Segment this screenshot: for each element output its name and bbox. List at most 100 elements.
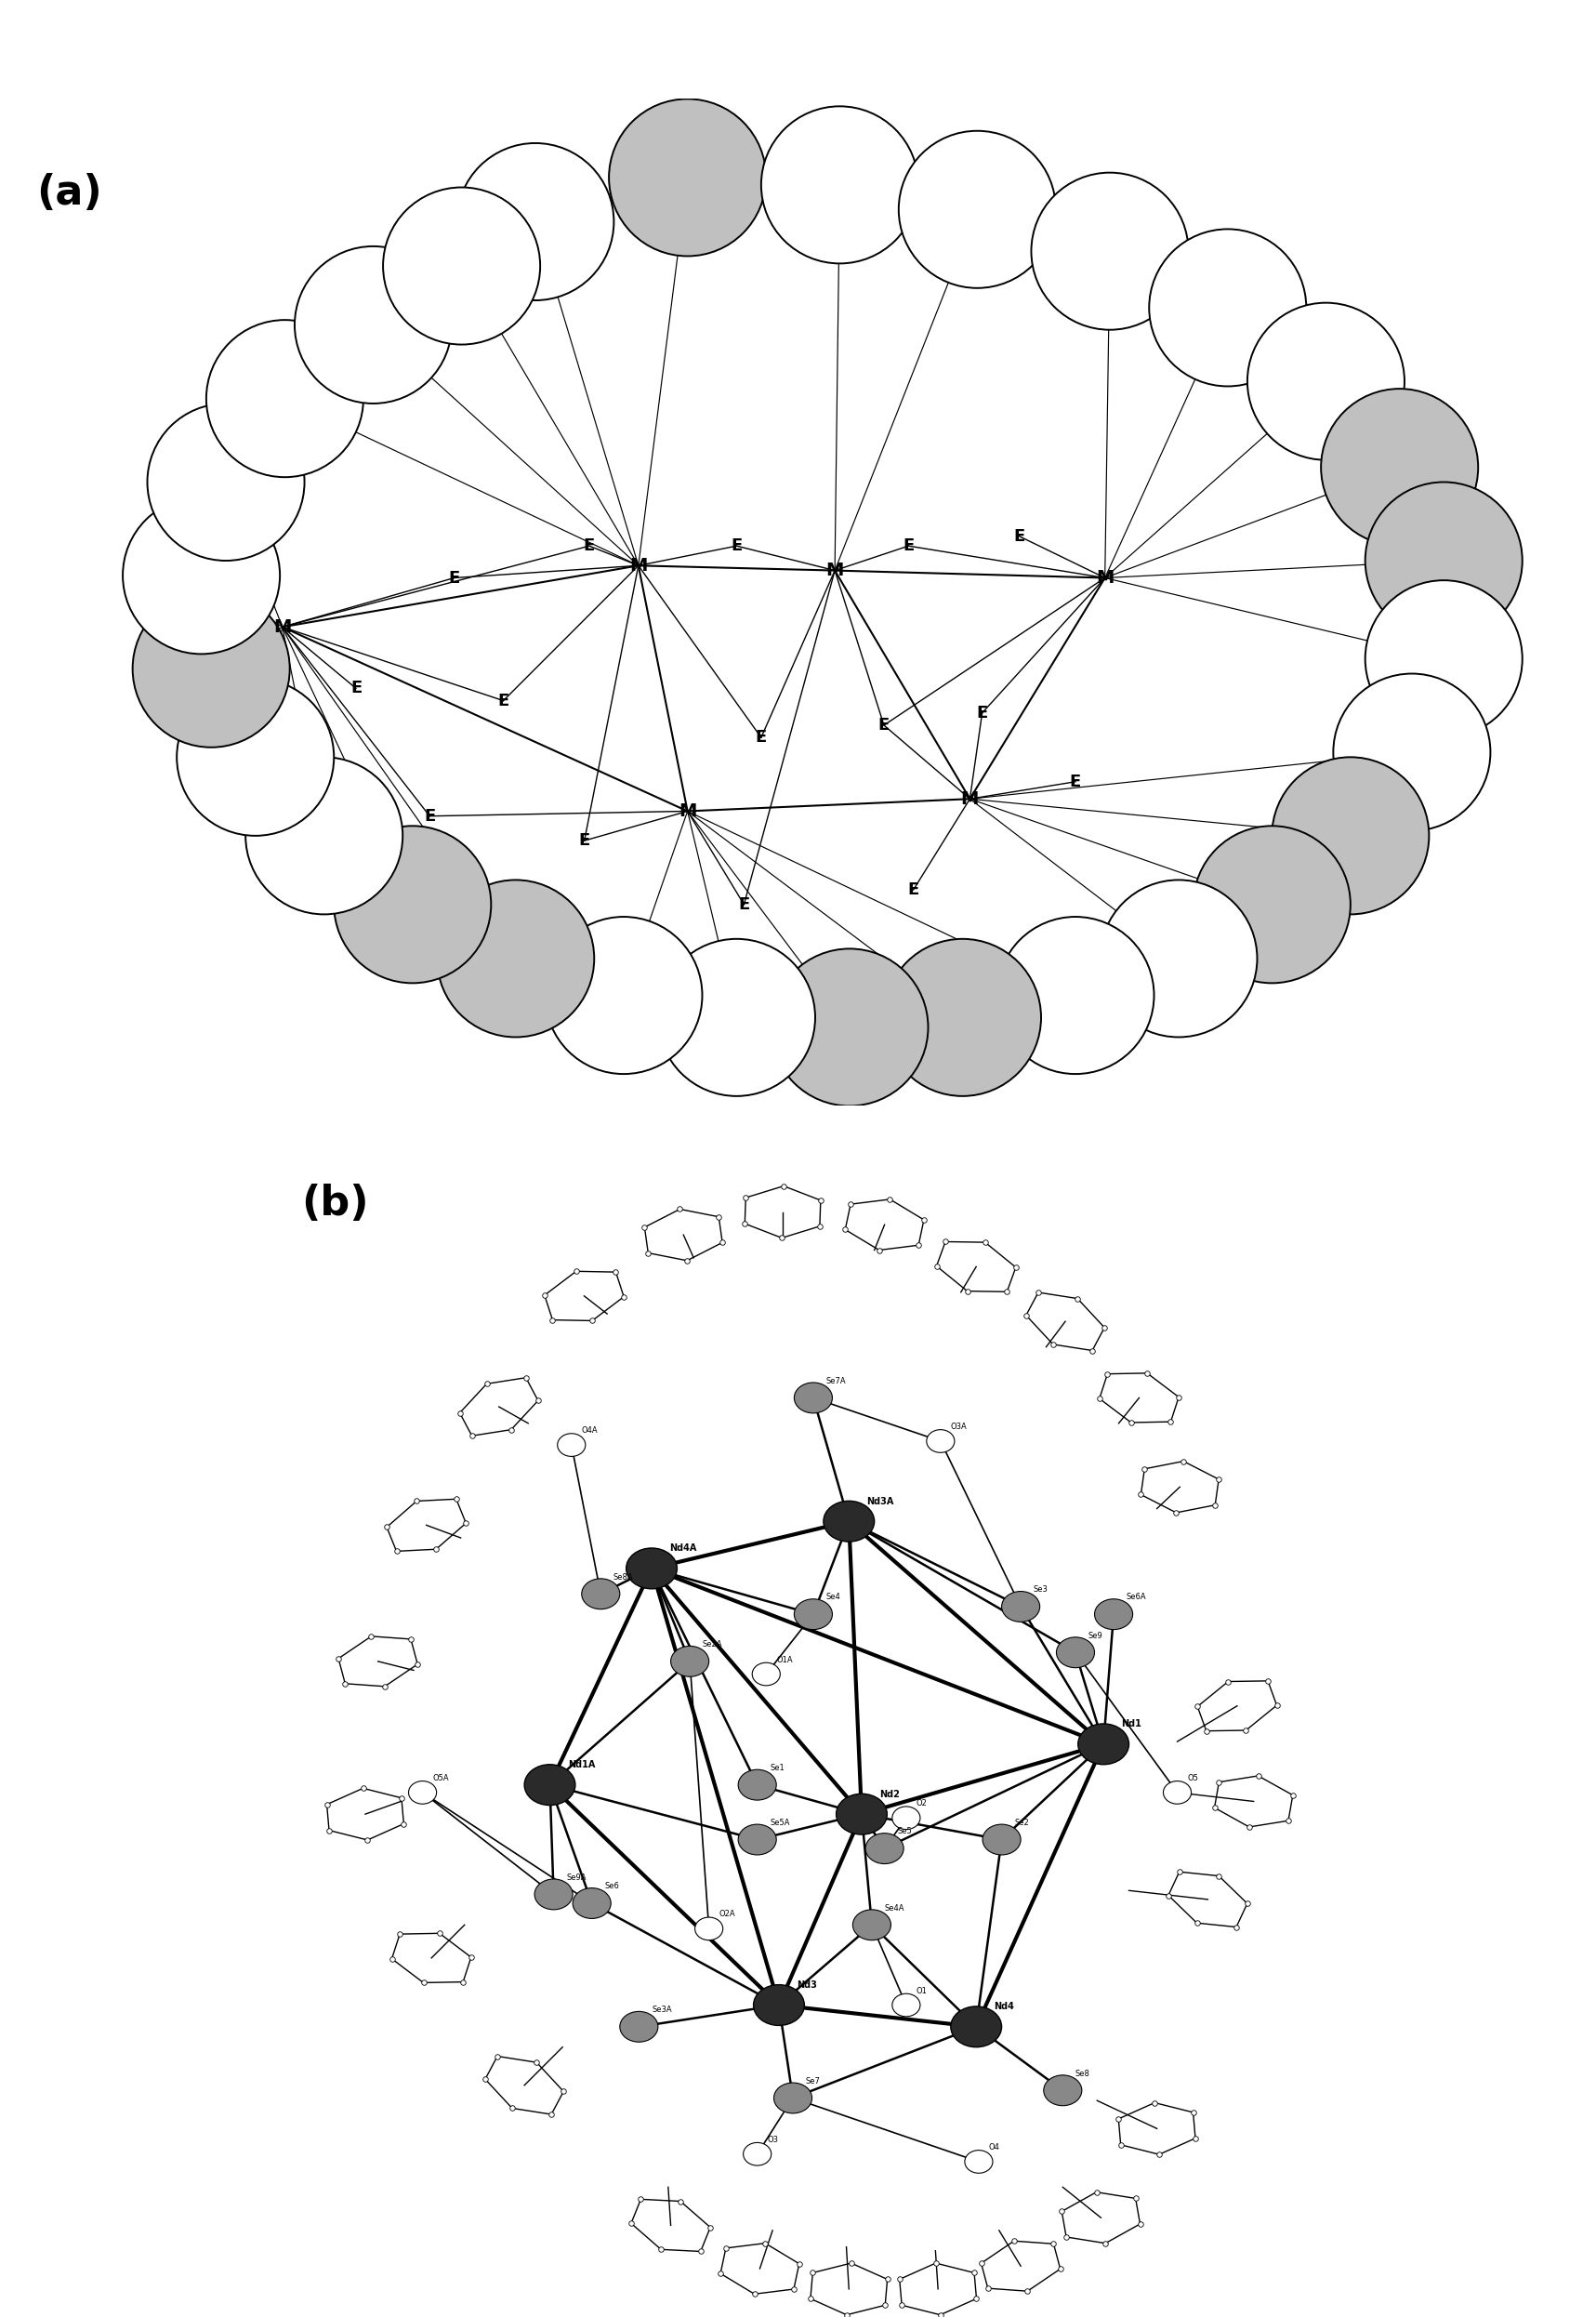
Text: Se2A: Se2A: [702, 1640, 723, 1650]
Text: E: E: [903, 538, 915, 554]
Text: O5A: O5A: [433, 1775, 448, 1782]
Text: Nd3: Nd3: [796, 1981, 817, 1990]
Ellipse shape: [1163, 1782, 1191, 1805]
Circle shape: [177, 679, 334, 836]
Ellipse shape: [1077, 1724, 1128, 1766]
Text: Se6A: Se6A: [1127, 1594, 1146, 1601]
Text: Se2: Se2: [1015, 1819, 1029, 1826]
Text: O4: O4: [990, 2143, 1001, 2152]
Ellipse shape: [1095, 1599, 1133, 1629]
Circle shape: [1272, 758, 1428, 915]
Text: O3: O3: [768, 2136, 779, 2143]
Ellipse shape: [525, 1766, 575, 1805]
Circle shape: [610, 100, 766, 257]
Circle shape: [1248, 304, 1404, 461]
Text: E: E: [878, 716, 889, 734]
Text: Nd1: Nd1: [1122, 1719, 1141, 1728]
Text: E: E: [755, 730, 766, 746]
Circle shape: [1321, 389, 1478, 547]
Circle shape: [437, 880, 594, 1038]
Ellipse shape: [670, 1645, 709, 1678]
Ellipse shape: [409, 1782, 437, 1805]
Text: M: M: [678, 802, 696, 820]
Ellipse shape: [1002, 1592, 1041, 1622]
Text: M: M: [1096, 570, 1114, 586]
Text: Nd2: Nd2: [879, 1789, 900, 1798]
Text: (a): (a): [37, 171, 102, 213]
Text: Nd1A: Nd1A: [568, 1761, 595, 1770]
Text: E: E: [425, 809, 436, 825]
Text: Se4: Se4: [827, 1594, 841, 1601]
Ellipse shape: [951, 2007, 1002, 2048]
Ellipse shape: [1044, 2076, 1082, 2106]
Text: M: M: [273, 619, 292, 635]
Circle shape: [658, 938, 816, 1096]
Text: E: E: [584, 538, 595, 554]
Text: Se8A: Se8A: [613, 1573, 634, 1580]
Ellipse shape: [535, 1879, 573, 1909]
Ellipse shape: [774, 2083, 812, 2113]
Text: Se9: Se9: [1088, 1631, 1103, 1640]
Text: E: E: [351, 679, 362, 697]
Text: Se6: Se6: [605, 1881, 619, 1891]
Text: O3A: O3A: [951, 1423, 967, 1432]
Text: Se3: Se3: [1034, 1585, 1049, 1594]
Text: Se1: Se1: [769, 1763, 785, 1773]
Ellipse shape: [865, 1833, 903, 1863]
Text: E: E: [498, 693, 509, 709]
Text: O2: O2: [916, 1800, 927, 1807]
Ellipse shape: [964, 2150, 993, 2173]
Ellipse shape: [795, 1383, 833, 1413]
Text: Nd4A: Nd4A: [669, 1543, 697, 1552]
Text: Se5A: Se5A: [769, 1819, 790, 1826]
Circle shape: [334, 825, 492, 982]
Text: E: E: [579, 832, 591, 848]
Circle shape: [383, 188, 539, 345]
Ellipse shape: [694, 1916, 723, 1939]
Circle shape: [1365, 579, 1523, 737]
Text: Se5: Se5: [897, 1828, 911, 1835]
Text: M: M: [629, 556, 648, 575]
Text: E: E: [739, 897, 750, 913]
Text: E: E: [731, 538, 742, 554]
Circle shape: [123, 496, 279, 653]
Ellipse shape: [1057, 1638, 1095, 1668]
Ellipse shape: [892, 1993, 921, 2016]
Ellipse shape: [983, 1823, 1021, 1856]
Circle shape: [295, 246, 452, 403]
Ellipse shape: [752, 1664, 780, 1684]
Ellipse shape: [753, 1986, 804, 2025]
Ellipse shape: [557, 1434, 586, 1457]
Text: Se8: Se8: [1076, 2069, 1090, 2078]
Circle shape: [884, 938, 1041, 1096]
Circle shape: [1365, 482, 1523, 639]
Text: O4A: O4A: [581, 1427, 598, 1434]
Text: E: E: [908, 880, 919, 899]
Text: Se4A: Se4A: [884, 1905, 905, 1912]
Ellipse shape: [573, 1888, 611, 1918]
Ellipse shape: [836, 1793, 887, 1835]
Circle shape: [546, 918, 702, 1075]
Text: Se7A: Se7A: [827, 1376, 846, 1386]
Circle shape: [998, 918, 1154, 1075]
Circle shape: [899, 130, 1057, 287]
Circle shape: [1194, 825, 1350, 982]
Text: E: E: [448, 570, 460, 586]
Ellipse shape: [626, 1548, 677, 1589]
Circle shape: [1100, 880, 1258, 1038]
Ellipse shape: [824, 1501, 875, 1541]
Text: Nd3A: Nd3A: [867, 1497, 894, 1506]
Text: (b): (b): [302, 1184, 369, 1223]
Circle shape: [246, 758, 402, 915]
Ellipse shape: [892, 1807, 921, 1830]
Ellipse shape: [739, 1770, 776, 1800]
Circle shape: [132, 591, 290, 748]
Text: O5: O5: [1187, 1775, 1199, 1782]
Ellipse shape: [581, 1578, 619, 1610]
Text: O1: O1: [916, 1986, 927, 1995]
Ellipse shape: [852, 1909, 891, 1939]
Text: E: E: [1069, 774, 1080, 790]
Circle shape: [1031, 171, 1189, 329]
Ellipse shape: [795, 1599, 833, 1629]
Text: E: E: [977, 704, 988, 721]
